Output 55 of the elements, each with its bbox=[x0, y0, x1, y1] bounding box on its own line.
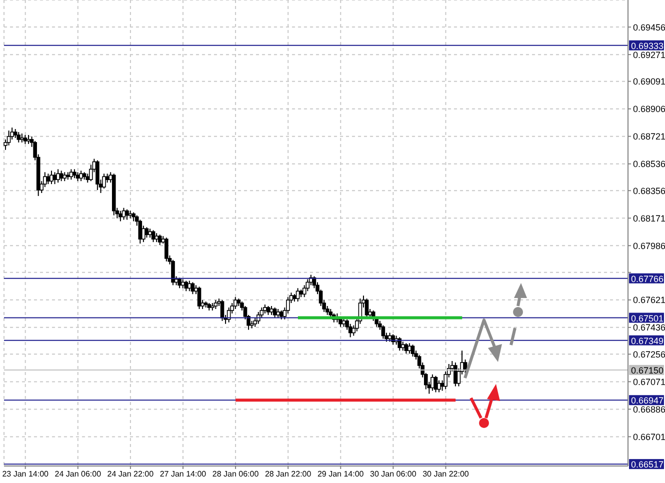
candlestick bbox=[50, 170, 54, 185]
ref-line-label: 0.67150 bbox=[631, 365, 664, 376]
x-tick-label: 23 Jan 14:00 bbox=[2, 470, 50, 479]
y-tick-label: 0.67986 bbox=[633, 240, 665, 251]
ref-line-label: 0.69333 bbox=[631, 40, 664, 51]
y-tick-label: 0.68721 bbox=[633, 132, 665, 142]
candlestick bbox=[184, 280, 188, 292]
candlestick bbox=[454, 362, 458, 387]
y-tick-label: 0.67436 bbox=[633, 322, 665, 333]
candlestick bbox=[96, 160, 100, 191]
candlestick bbox=[233, 296, 238, 310]
candlestick bbox=[142, 225, 146, 243]
candlestick bbox=[437, 380, 441, 393]
y-tick-label: 0.66886 bbox=[633, 404, 665, 414]
y-tick-label: 0.69091 bbox=[633, 76, 665, 87]
candlestick bbox=[188, 280, 192, 292]
y-tick-label: 0.67621 bbox=[633, 295, 665, 306]
y-tick-label: 0.68171 bbox=[633, 213, 665, 224]
x-tick-label: 30 Jan 22:00 bbox=[422, 470, 470, 479]
candlestick bbox=[171, 259, 175, 286]
candlestick bbox=[16, 132, 21, 143]
candlestick bbox=[364, 298, 369, 318]
ref-line-label: 0.66947 bbox=[631, 396, 664, 406]
y-tick-label: 0.68536 bbox=[633, 159, 665, 170]
candlestick bbox=[296, 288, 300, 302]
ref-line-label: 0.67766 bbox=[631, 274, 664, 284]
x-tick-label: 28 Jan 22:00 bbox=[264, 470, 312, 479]
ref-line-label: 0.67501 bbox=[631, 313, 664, 324]
y-tick-label: 0.69271 bbox=[633, 50, 665, 60]
candlestick bbox=[125, 208, 129, 220]
x-tick-label: 29 Jan 14:00 bbox=[318, 470, 364, 479]
x-tick-label: 24 Jan 06:00 bbox=[54, 470, 102, 479]
x-tick-label: 28 Jan 06:00 bbox=[212, 470, 260, 479]
candlestick bbox=[164, 237, 168, 262]
candlestick bbox=[158, 234, 162, 246]
candlestick bbox=[272, 306, 277, 318]
candlestick bbox=[408, 342, 412, 354]
candlestick bbox=[220, 300, 224, 322]
y-tick-label: 0.68356 bbox=[633, 186, 665, 196]
candlestick bbox=[102, 173, 106, 190]
y-tick-label: 0.68906 bbox=[633, 104, 665, 114]
ref-line-label: 0.66517 bbox=[631, 460, 664, 470]
y-tick-label: 0.67071 bbox=[633, 376, 665, 387]
x-tick-label: 30 Jan 06:00 bbox=[370, 470, 417, 479]
candlestick bbox=[6, 130, 11, 146]
candlestick bbox=[430, 374, 434, 392]
x-tick-label: 27 Jan 14:00 bbox=[160, 470, 207, 479]
y-tick-label: 0.69456 bbox=[633, 22, 665, 32]
candlestick bbox=[79, 170, 83, 182]
x-tick-label: 24 Jan 22:00 bbox=[107, 470, 154, 479]
y-tick-label: 0.67256 bbox=[633, 349, 665, 360]
ref-line-label: 0.67349 bbox=[631, 336, 664, 346]
candlestick bbox=[381, 324, 386, 340]
y-tick-label: 0.66701 bbox=[633, 432, 665, 442]
candlestick bbox=[56, 168, 60, 184]
